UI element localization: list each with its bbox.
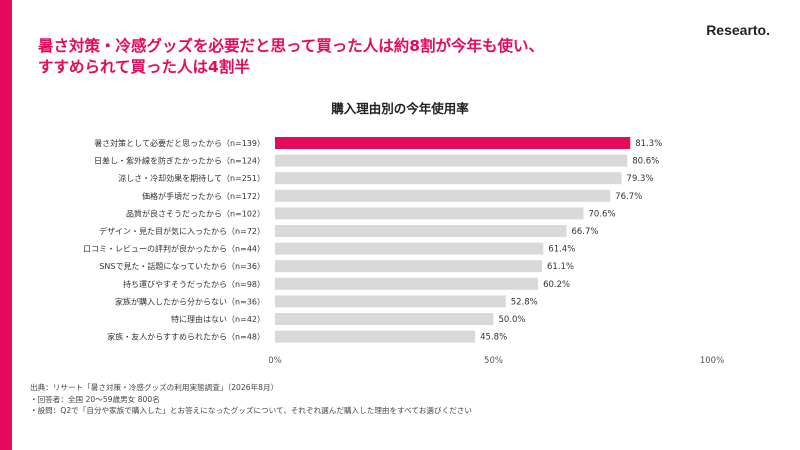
bar — [275, 260, 543, 273]
bar — [275, 242, 544, 255]
value-label: 61.4% — [548, 245, 575, 255]
bar — [275, 137, 631, 149]
value-label: 60.2% — [543, 280, 570, 290]
value-label: 76.7% — [615, 192, 642, 202]
value-label: 81.3% — [635, 139, 662, 149]
value-label: 45.8% — [480, 333, 507, 343]
value-label: 50.0% — [499, 315, 526, 325]
category-label: 口コミ・レビューの評判が良かったから（n=44） — [83, 244, 265, 254]
x-tick-label: 0% — [268, 356, 282, 366]
bar — [275, 313, 494, 325]
category-label: 価格が手頃だったから（n=172） — [142, 191, 265, 201]
x-tick-label: 100% — [700, 356, 724, 366]
bar — [275, 154, 628, 167]
source-note: 出典：リサート「暑さ対策・冷感グッズの利用実態調査」（2026年8月） — [30, 383, 279, 392]
x-tick-label: 50% — [484, 356, 503, 366]
headline: 暑さ対策・冷感グッズを必要だと思って買った人は約8割が今年も使い、 すすめられて… — [38, 36, 678, 78]
value-label: 70.6% — [589, 209, 616, 219]
category-label: 特に理由はない（n=42） — [171, 314, 265, 324]
bar — [275, 330, 476, 343]
headline-line-2: すすめられて買った人は4割半 — [38, 58, 250, 76]
category-label: 暑さ対策として必要だと思ったから（n=139） — [94, 138, 265, 148]
category-label: 品質が良さそうだったから（n=102） — [126, 208, 265, 218]
bar — [275, 172, 622, 185]
value-label: 80.6% — [632, 157, 659, 167]
category-label: 家族・友人からすすめられたから（n=48） — [107, 332, 265, 342]
brand-accent-bar — [0, 0, 12, 450]
category-label: 持ち運びやすそうだったから（n=98） — [123, 279, 265, 289]
bar — [275, 207, 584, 220]
respondents-note: ・回答者：全国 20～59歳男女 800名 — [30, 394, 160, 404]
brand-logo: Researto. — [706, 22, 770, 38]
category-label: 涼しさ・冷却効果を期待して（n=251） — [118, 173, 265, 183]
bar — [275, 295, 506, 308]
headline-line-1: 暑さ対策・冷感グッズを必要だと思って買った人は約8割が今年も使い、 — [38, 37, 545, 55]
category-label: 日差し・紫外線を防ぎたかったから（n=124） — [94, 156, 265, 166]
value-label: 79.3% — [627, 174, 654, 184]
value-label: 66.7% — [571, 227, 598, 237]
bar — [275, 277, 539, 290]
question-note: ・設問：Q2で「自分や家族で購入した」とお答えになったグッズについて、それぞれ選… — [30, 406, 472, 415]
value-label: 52.8% — [511, 297, 538, 307]
bar — [275, 189, 611, 202]
category-label: 家族が購入したから分からない（n=36） — [115, 296, 265, 306]
footer-notes: 出典：リサート「暑さ対策・冷感グッズの利用実態調査」（2026年8月） ・回答者… — [30, 382, 472, 417]
value-label: 61.1% — [547, 262, 574, 272]
chart-title: 購入理由別の今年使用率 — [331, 101, 469, 116]
category-label: SNSで見た・話題になっていたから（n=36） — [99, 261, 265, 271]
bar — [275, 225, 567, 237]
category-label: デザイン・見た目が気に入ったから（n=72） — [99, 226, 265, 236]
